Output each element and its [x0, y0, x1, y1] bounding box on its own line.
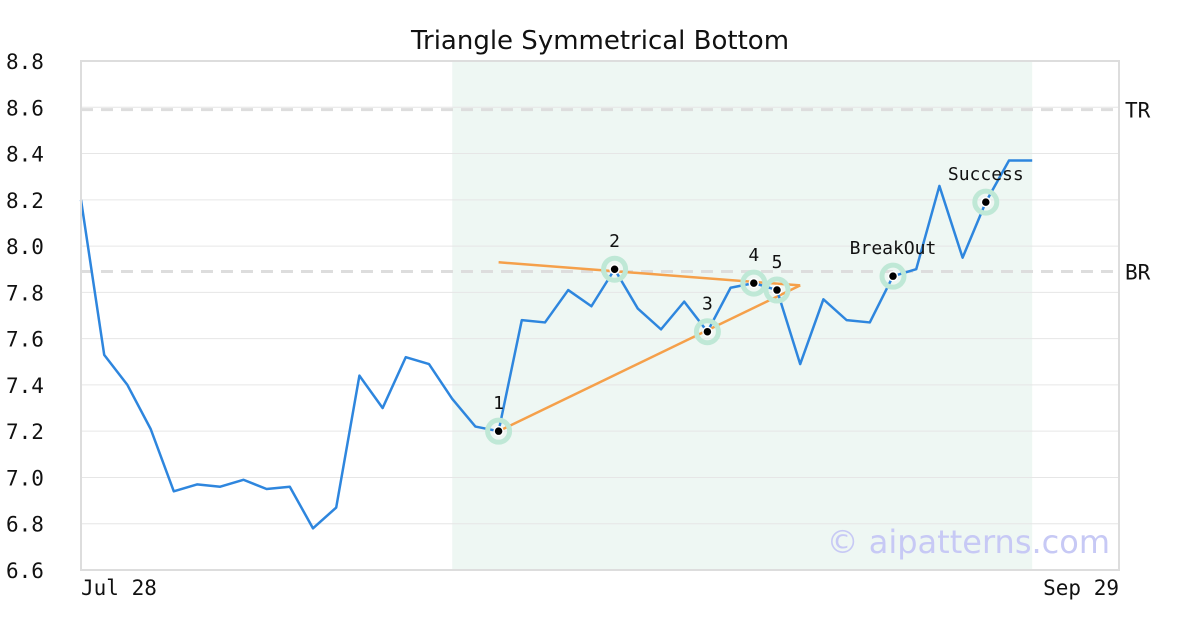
point-label: 2	[609, 231, 620, 252]
pattern-point-breakout: BreakOut	[850, 238, 937, 290]
point-halo	[485, 417, 513, 445]
pattern-point-2: 2	[601, 231, 629, 283]
pattern-point-success: Success	[948, 164, 1024, 216]
point-marker	[609, 263, 620, 275]
point-label: 5	[772, 252, 783, 273]
y-tick-label: 6.6	[6, 559, 44, 583]
point-label: 3	[702, 294, 713, 315]
y-tick-label: 7.0	[6, 466, 44, 490]
x-tick-end: Sep 29	[1043, 576, 1119, 600]
y-tick-label: 8.0	[6, 235, 44, 259]
trendline-2	[498, 284, 801, 433]
pattern-region	[452, 61, 1033, 570]
price-line	[79, 159, 1033, 530]
point-label: Success	[948, 164, 1024, 185]
point-marker	[771, 284, 783, 296]
levels: TR BR	[81, 99, 1151, 285]
y-tick-label: 7.4	[6, 374, 44, 398]
y-tick-label: 8.8	[6, 50, 44, 74]
point-marker	[748, 277, 760, 289]
level-label-br: BR	[1125, 261, 1151, 285]
point-halo	[879, 262, 907, 290]
point-marker	[702, 326, 713, 337]
chart-title: Triangle Symmetrical Bottom	[410, 26, 789, 56]
y-axis: 6.6 6.8 7.0 7.2 7.4 7.6 7.8 8.0 8.2 8.4 8.6 8.8	[6, 50, 44, 583]
point-halo	[972, 188, 1000, 216]
point-marker	[980, 196, 992, 208]
y-tick-label: 6.8	[6, 513, 44, 537]
plot-frame	[80, 60, 1120, 571]
watermark: © aipatterns.com	[827, 523, 1110, 561]
point-marker	[493, 425, 504, 437]
pattern-point-4: 4	[740, 245, 768, 297]
x-tick-start: Jul 28	[81, 576, 157, 600]
y-tick-label: 7.8	[6, 281, 44, 305]
point-label: 1	[493, 393, 504, 414]
y-tick-label: 7.2	[6, 420, 44, 444]
point-halo	[693, 318, 721, 346]
series	[79, 159, 1033, 530]
pattern-point-3: 3	[693, 294, 721, 346]
point-marker	[887, 270, 899, 282]
point-halo	[601, 255, 629, 283]
point-label: BreakOut	[850, 238, 937, 259]
y-tick-label: 8.2	[6, 189, 44, 213]
point-halo	[740, 269, 768, 297]
y-tick-label: 8.4	[6, 143, 44, 167]
y-tick-label: 7.6	[6, 328, 44, 352]
y-tick-label: 8.6	[6, 96, 44, 120]
level-label-tr: TR	[1125, 99, 1151, 123]
point-halo	[763, 276, 791, 304]
pattern-point-5: 5	[763, 252, 791, 304]
point-label: 4	[748, 245, 759, 266]
pattern-point-1: 1	[485, 393, 513, 445]
pattern-points: 1 2 3 4 5 BreakOut Success	[485, 164, 1024, 445]
